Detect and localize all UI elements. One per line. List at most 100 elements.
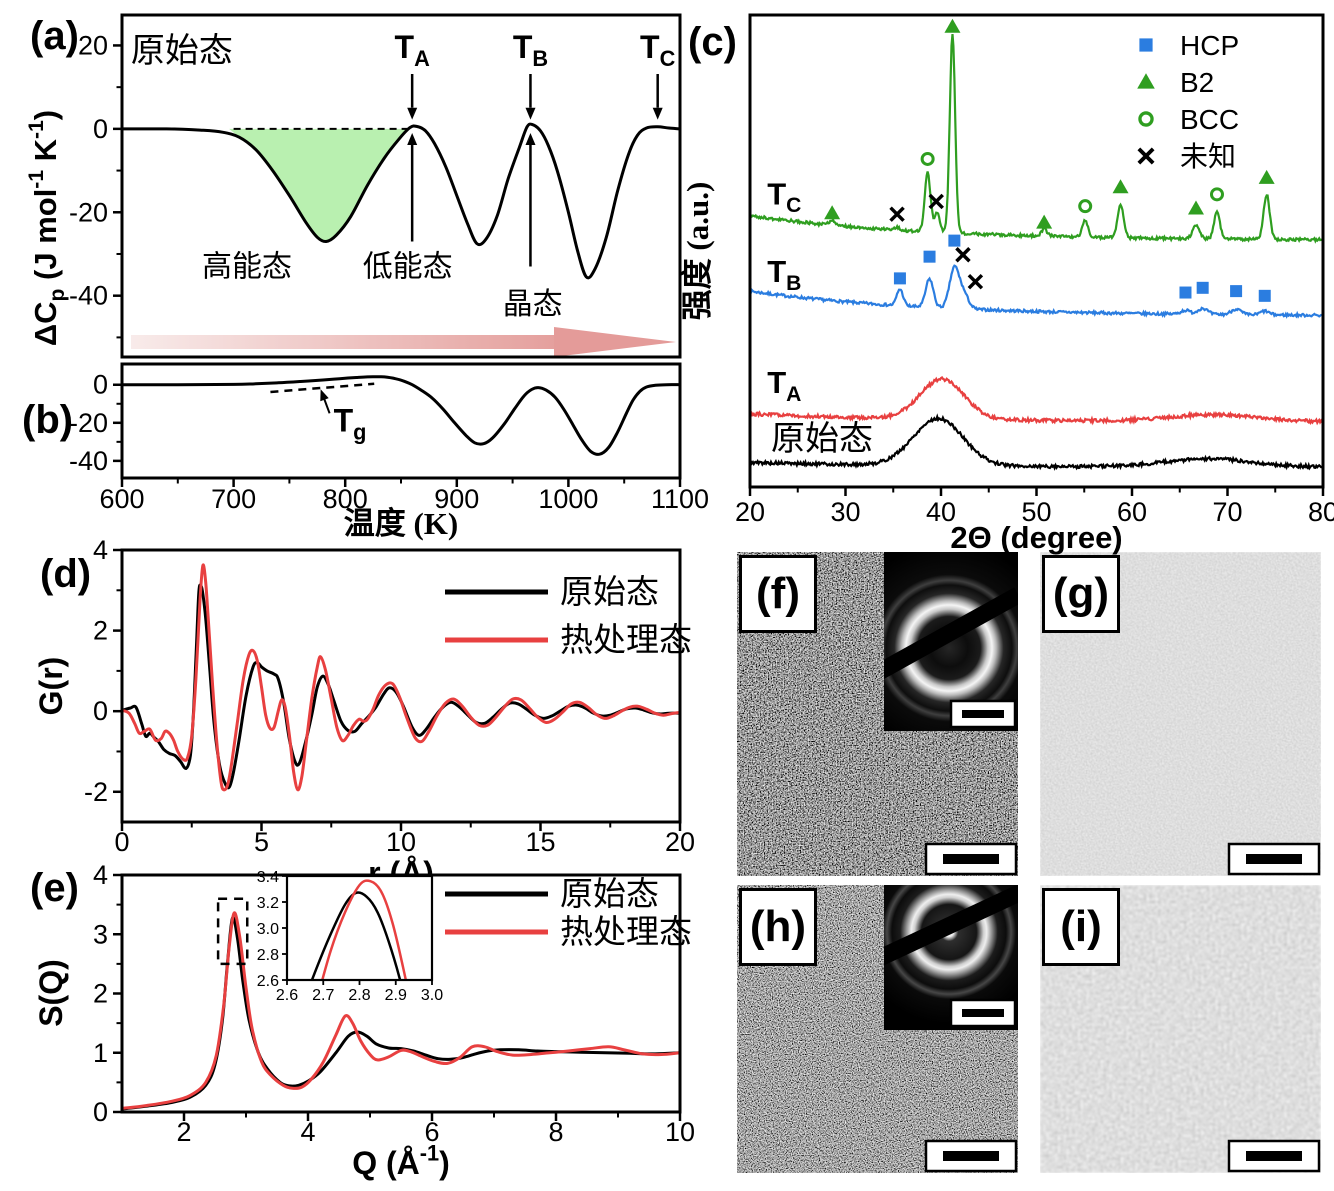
axes-frame xyxy=(120,13,682,359)
arrowhead xyxy=(407,133,418,145)
scale-bar-g xyxy=(1246,854,1302,864)
inset-y-tick: 2.6 xyxy=(257,973,279,990)
x-tick-label: 1100 xyxy=(651,484,709,514)
x-tick-label: 15 xyxy=(525,827,555,857)
x-tick-label: 8 xyxy=(548,1117,563,1147)
b2-triangle-marker xyxy=(1112,179,1129,194)
arrowhead xyxy=(407,107,418,120)
inset-x-tick: 2.7 xyxy=(312,987,334,1004)
panel-c: 原始态 TA TB TC HCP B2 BCC 未知 20 30 40 50 60 70 80 2Θ (deg… xyxy=(680,13,1334,555)
panel-d-letter: (d) xyxy=(40,552,92,596)
y-axis-title-d: G(r) xyxy=(33,657,69,716)
inset-x-tick: 2.8 xyxy=(348,987,370,1004)
b2-triangle-marker xyxy=(1258,169,1275,184)
inset-curve-原始态 xyxy=(310,891,402,980)
panel-c-letter: (c) xyxy=(688,20,737,64)
glass-baseline-dashed xyxy=(270,382,375,394)
x-tick-label: 2 xyxy=(176,1117,191,1147)
b2-triangle-marker xyxy=(944,18,961,33)
d-curve-原始态 xyxy=(121,583,681,790)
unknown-x-marker xyxy=(928,193,944,210)
bcc-circle-marker xyxy=(1209,187,1224,202)
x-tick-label: 20 xyxy=(735,497,765,527)
legend-label-原始态: 原始态 xyxy=(560,876,659,913)
unknown-x-marker xyxy=(967,273,984,290)
x-tick-label: 20 xyxy=(665,827,695,857)
inset-x-tick: 2.9 xyxy=(385,987,407,1004)
dsc-curve-annealed xyxy=(121,122,681,280)
legend-label-B2: B2 xyxy=(1180,67,1214,98)
x-tick-label: 900 xyxy=(434,484,479,514)
beam-stop-bar xyxy=(884,885,1018,972)
transition-label: TB xyxy=(513,29,548,71)
x-tick-label: 40 xyxy=(926,497,956,527)
saed-scale-bar-f xyxy=(962,710,1004,718)
b2-triangle-marker xyxy=(1137,73,1155,89)
tg-label: Tg xyxy=(334,402,367,444)
state-label: 晶态 xyxy=(503,288,563,321)
y-tick-label: 20 xyxy=(78,30,108,60)
x-tick-label: 6 xyxy=(424,1117,439,1147)
legend-label-BCC: BCC xyxy=(1180,104,1239,135)
xrd-label-TB: TB xyxy=(767,254,801,295)
x-tick-label: 800 xyxy=(323,484,368,514)
x-axis-title-b: 温度 (K) xyxy=(344,506,459,541)
bcc-circle-marker xyxy=(1138,111,1154,127)
arrowhead xyxy=(652,107,663,120)
x-tick-label: 700 xyxy=(211,484,256,514)
hcp-square-marker xyxy=(948,234,961,247)
legend-label-未知: 未知 xyxy=(1180,141,1236,173)
y-tick-label: -20 xyxy=(69,197,108,227)
y-axis-title-a: ΔCp (J mol-1 K-1) xyxy=(25,110,69,346)
panel-b: Tg 600 700 800 900 1000 1100 0 -20 -40 温度 (K) xyxy=(69,362,709,541)
transition-label: TA xyxy=(395,29,431,71)
y-tick-label: 2 xyxy=(93,979,108,1009)
process-arrow-head xyxy=(554,327,676,357)
y-tick-label: -40 xyxy=(69,446,108,476)
y-axis-title-e: S(Q) xyxy=(33,959,69,1027)
e-curve-热处理态 xyxy=(121,911,681,1110)
xrd-curve-TB xyxy=(749,264,1324,319)
x-tick-label: 10 xyxy=(386,827,416,857)
scale-bar-h xyxy=(943,1151,999,1161)
x-tick-label: 30 xyxy=(830,497,860,527)
panel-h-letter: (h) xyxy=(739,888,817,966)
arrowhead xyxy=(525,133,536,145)
d-curve-热处理态 xyxy=(121,563,681,792)
bcc-circle-marker xyxy=(1078,199,1093,214)
hcp-square-marker xyxy=(1196,281,1209,294)
legend-label-HCP: HCP xyxy=(1180,30,1239,61)
panel-b-letter: (b) xyxy=(22,398,74,442)
scale-bar-i xyxy=(1246,1151,1302,1161)
y-tick-label: 3 xyxy=(93,919,108,949)
inset-x-tick: 3.0 xyxy=(421,987,443,1004)
bcc-circle-marker xyxy=(920,151,935,166)
y-tick-label: 4 xyxy=(93,535,108,565)
inset-x-tick: 2.6 xyxy=(276,987,298,1004)
hcp-square-marker xyxy=(1139,38,1153,52)
x-tick-label: 600 xyxy=(99,484,144,514)
x-axis-title-c: 2Θ (degree) xyxy=(950,520,1122,555)
process-arrow-body xyxy=(131,335,554,349)
y-tick-label: -40 xyxy=(69,281,108,311)
y-tick-label: 2 xyxy=(93,616,108,646)
transition-label: TC xyxy=(640,29,676,71)
x-tick-label: 10 xyxy=(665,1117,695,1147)
y-tick-label: 0 xyxy=(93,696,108,726)
legend-label-热处理态: 热处理态 xyxy=(560,914,692,951)
hcp-square-marker xyxy=(1230,285,1243,298)
panel-g-letter: (g) xyxy=(1042,555,1120,633)
inset-curve-热处理态 xyxy=(320,879,408,980)
beam-stop-bar xyxy=(884,587,1018,685)
saed-inset-f xyxy=(884,552,1018,731)
hcp-square-marker xyxy=(923,250,936,263)
tem-panels xyxy=(737,552,1321,1173)
hcp-square-marker xyxy=(1179,286,1192,299)
y-tick-label: -20 xyxy=(69,408,108,438)
y-tick-label: 0 xyxy=(93,1097,108,1127)
xrd-curve-TA xyxy=(749,376,1324,426)
